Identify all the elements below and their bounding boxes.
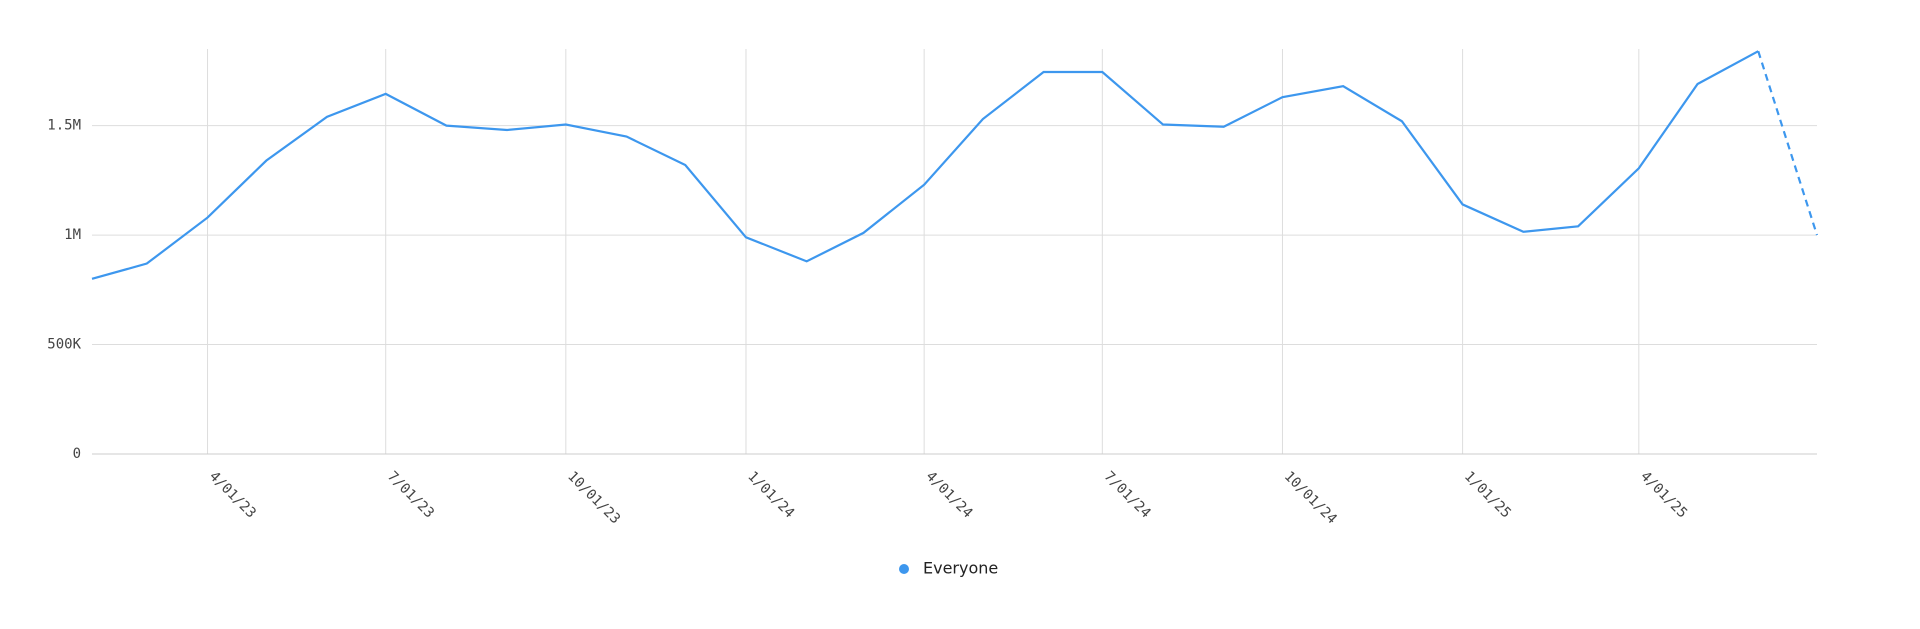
x-tick-label: 7/01/23 (384, 468, 437, 521)
line-dashed (1757, 50, 1819, 236)
x-tick-label: 4/01/23 (206, 468, 259, 521)
x-tick-label: 10/01/23 (564, 468, 623, 527)
y-tick-label: 1M (64, 227, 81, 243)
y-tick-label: 0 (73, 446, 81, 462)
y-tick-label: 500K (47, 337, 81, 353)
legend-marker (899, 564, 909, 574)
x-tick-label: 7/01/24 (1101, 468, 1154, 521)
y-tick-label: 1.5M (47, 118, 81, 134)
legend-label: Everyone (923, 559, 998, 578)
line (91, 50, 1759, 280)
x-tick-label: 4/01/24 (922, 468, 975, 521)
x-tick-label: 4/01/25 (1637, 468, 1690, 521)
x-tick-label: 10/01/24 (1281, 468, 1340, 527)
x-tick-label: 1/01/25 (1461, 468, 1514, 521)
x-tick-label: 1/01/24 (744, 468, 797, 521)
